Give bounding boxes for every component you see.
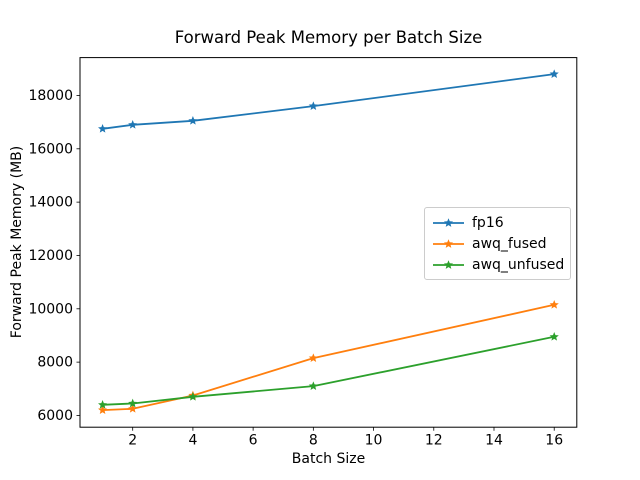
legend-item-awq_unfused: awq_unfused [432, 254, 564, 275]
series-marker-fp16 [98, 124, 108, 133]
legend: fp16 awq_fused awq_unfused [424, 207, 571, 280]
legend-label-awq_unfused: awq_unfused [472, 256, 565, 273]
series-marker-awq_unfused [128, 398, 138, 408]
legend-label-awq_fused: awq_fused [472, 235, 547, 252]
x-tick-label: 10 [365, 433, 383, 449]
series-line-fp16 [102, 73, 555, 130]
x-tick-label: 4 [188, 433, 197, 449]
y-tick-label: 18000 [28, 88, 73, 104]
x-axis-label: Batch Size [291, 451, 366, 467]
y-tick-label: 6000 [37, 408, 73, 424]
series-marker-fp16 [128, 120, 138, 129]
legend-line-sample-fp16 [433, 217, 464, 227]
series-marker-fp16 [188, 116, 198, 125]
series-marker-fp16 [308, 101, 318, 111]
series-marker-awq_unfused [98, 400, 108, 409]
legend-sample-star-icon [443, 217, 454, 227]
y-tick-label: 12000 [28, 248, 73, 264]
series-line-awq_unfused [102, 335, 555, 406]
x-tick-label: 12 [425, 433, 443, 449]
series-awq_unfused [98, 332, 559, 409]
series-fp16 [98, 69, 559, 133]
legend-sample-star-icon [443, 238, 454, 248]
legend-item-awq_fused: awq_fused [432, 233, 564, 254]
series-marker-awq_unfused [308, 381, 318, 391]
legend-label-fp16: fp16 [472, 214, 504, 231]
plot-border [79, 57, 578, 428]
series-line-awq_fused [102, 303, 555, 412]
y-tick-label: 8000 [37, 355, 73, 371]
x-axis-ticks: 2 4 6 8 10 12 14 16 [128, 427, 563, 449]
series-marker-awq_fused [98, 405, 108, 415]
legend-item-fp16: fp16 [432, 212, 564, 233]
series-marker-fp16 [549, 69, 559, 79]
y-tick-label: 10000 [28, 301, 73, 317]
series-marker-awq_unfused [188, 392, 198, 401]
y-axis-ticks: 6000 8000 10000 12000 14000 16000 18000 [28, 88, 80, 424]
series-awq_fused [98, 300, 559, 415]
y-tick-label: 16000 [28, 141, 73, 157]
chart-title: Forward Peak Memory per Batch Size [174, 28, 483, 47]
series-marker-awq_fused [549, 300, 559, 309]
series-marker-awq_fused [128, 404, 138, 413]
series-marker-awq_fused [308, 353, 318, 363]
legend-line-sample-awq_fused [433, 238, 464, 248]
x-tick-label: 14 [485, 433, 503, 449]
legend-line-sample-awq_unfused [433, 259, 464, 269]
x-tick-label: 8 [309, 433, 318, 449]
legend-sample-star-icon [443, 259, 454, 269]
series-marker-awq_unfused [549, 332, 559, 341]
x-tick-label: 6 [249, 433, 258, 449]
x-tick-label: 2 [128, 433, 137, 449]
y-tick-label: 14000 [28, 195, 73, 211]
x-tick-label: 16 [545, 433, 563, 449]
